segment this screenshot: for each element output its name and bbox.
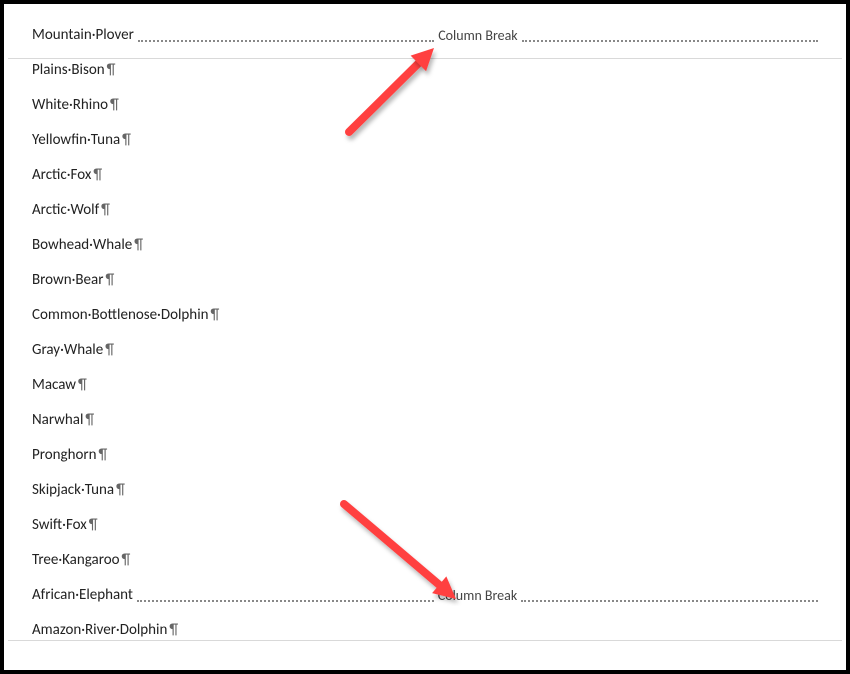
entry-text: Tree·Kangaroo	[32, 551, 120, 569]
entry-text: Mountain·Plover	[32, 18, 134, 53]
entry-text: Amazon·River·Dolphin	[32, 621, 167, 639]
entry-text: Pronghorn	[32, 446, 97, 464]
entry-text: Yellowfin·Tuna	[32, 131, 120, 149]
list-item: Swift·Fox¶	[32, 508, 818, 543]
dotted-leader	[521, 584, 818, 602]
list-item: Bowhead·Whale¶	[32, 228, 818, 263]
column-break-line: African·Elephant Column Break	[32, 578, 818, 613]
list-item: Pronghorn¶	[32, 438, 818, 473]
list-item: Amazon·River·Dolphin¶	[32, 613, 818, 648]
list-item: Skipjack·Tuna¶	[32, 473, 818, 508]
entry-text: Common·Bottlenose·Dolphin	[32, 306, 209, 324]
list-item: Gray·Whale¶	[32, 333, 818, 368]
pilcrow-icon: ¶	[89, 516, 98, 534]
list-item: Tree·Kangaroo¶	[32, 543, 818, 578]
entry-text: Brown·Bear	[32, 271, 103, 289]
dotted-leader	[138, 24, 434, 42]
pilcrow-icon: ¶	[169, 621, 178, 639]
dotted-leader	[522, 24, 818, 42]
list-item: Macaw¶	[32, 368, 818, 403]
column-break-line: Mountain·Plover Column Break	[32, 18, 818, 53]
column-break-label: Column Break	[438, 18, 517, 53]
entry-text: African·Elephant	[32, 578, 133, 613]
entry-text: Bowhead·Whale	[32, 236, 132, 254]
list-item: Plains·Bison¶	[32, 53, 818, 88]
entry-text: Skipjack·Tuna	[32, 481, 114, 499]
column-break-label: Column Break	[438, 578, 517, 613]
pilcrow-icon: ¶	[211, 306, 220, 324]
pilcrow-icon: ¶	[105, 341, 114, 359]
pilcrow-icon: ¶	[99, 446, 108, 464]
document-page: Mountain·Plover Column Break Plains·Biso…	[4, 4, 846, 662]
pilcrow-icon: ¶	[85, 411, 94, 429]
pilcrow-icon: ¶	[122, 551, 131, 569]
pilcrow-icon: ¶	[101, 201, 110, 219]
pilcrow-icon: ¶	[93, 166, 102, 184]
entry-text: Swift·Fox	[32, 516, 87, 534]
list-item: Yellowfin·Tuna¶	[32, 123, 818, 158]
pilcrow-icon: ¶	[105, 271, 114, 289]
pilcrow-icon: ¶	[134, 236, 143, 254]
pilcrow-icon: ¶	[122, 131, 131, 149]
entry-text: Narwhal	[32, 411, 83, 429]
pilcrow-icon: ¶	[116, 481, 125, 499]
entry-text: Plains·Bison	[32, 61, 105, 79]
list-item: Arctic·Wolf¶	[32, 193, 818, 228]
entry-text: Arctic·Fox	[32, 166, 91, 184]
entry-text: White·Rhino	[32, 96, 108, 114]
list-item: White·Rhino¶	[32, 88, 818, 123]
pilcrow-icon: ¶	[110, 96, 119, 114]
pilcrow-icon: ¶	[107, 61, 116, 79]
entry-text: Macaw	[32, 376, 76, 394]
list-item: Arctic·Fox¶	[32, 158, 818, 193]
list-item: Narwhal¶	[32, 403, 818, 438]
list-item: Common·Bottlenose·Dolphin¶	[32, 298, 818, 333]
dotted-leader	[137, 584, 434, 602]
entry-text: Gray·Whale	[32, 341, 103, 359]
entry-text: Arctic·Wolf	[32, 201, 99, 219]
list-item: Brown·Bear¶	[32, 263, 818, 298]
pilcrow-icon: ¶	[78, 376, 87, 394]
